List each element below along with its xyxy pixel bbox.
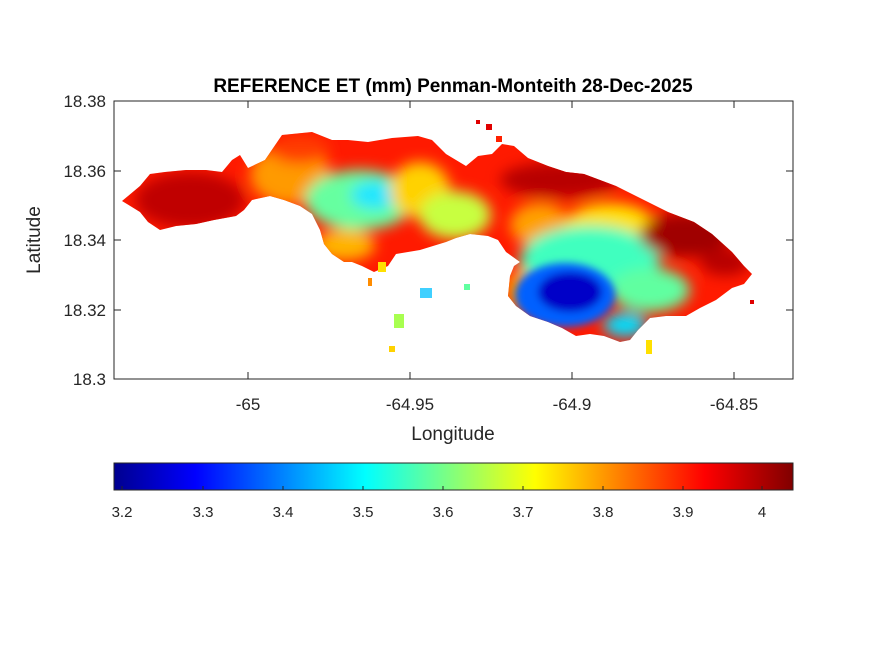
y-axis-label: Latitude [24, 206, 45, 274]
colorbar-tick-label: 3.6 [433, 504, 454, 521]
colorbar-tick-label: 4 [758, 504, 766, 521]
y-tick-label: 18.32 [63, 301, 106, 320]
x-tick-label: -64.9 [553, 395, 592, 414]
x-tick-marks [247, 101, 735, 379]
x-tick-label: -64.95 [386, 395, 434, 414]
colorbar-tick-label: 3.7 [513, 504, 534, 521]
colorbar-tick-label: 3.8 [593, 504, 614, 521]
y-tick-marks [114, 100, 793, 380]
x-axis-label: Longitude [411, 424, 494, 445]
x-tick-label: -64.85 [710, 395, 758, 414]
y-tick-label: 18.3 [73, 370, 106, 389]
colorbar-tick-label: 3.2 [112, 504, 133, 521]
colorbar-tick-label: 3.3 [193, 504, 214, 521]
y-tick-label: 18.36 [63, 162, 106, 181]
colorbar-tick-marks [121, 486, 763, 490]
colorbar-tick-label: 3.9 [673, 504, 694, 521]
y-tick-label: 18.38 [63, 92, 106, 111]
map-title: REFERENCE ET (mm) Penman-Monteith 28-Dec… [213, 76, 693, 97]
et-fragments [368, 120, 754, 354]
x-tick-label: -65 [236, 395, 261, 414]
colorbar [113, 462, 794, 491]
colorbar-tick-label: 3.4 [273, 504, 294, 521]
colorbar-tick-label: 3.5 [353, 504, 374, 521]
y-tick-label: 18.34 [63, 231, 106, 250]
